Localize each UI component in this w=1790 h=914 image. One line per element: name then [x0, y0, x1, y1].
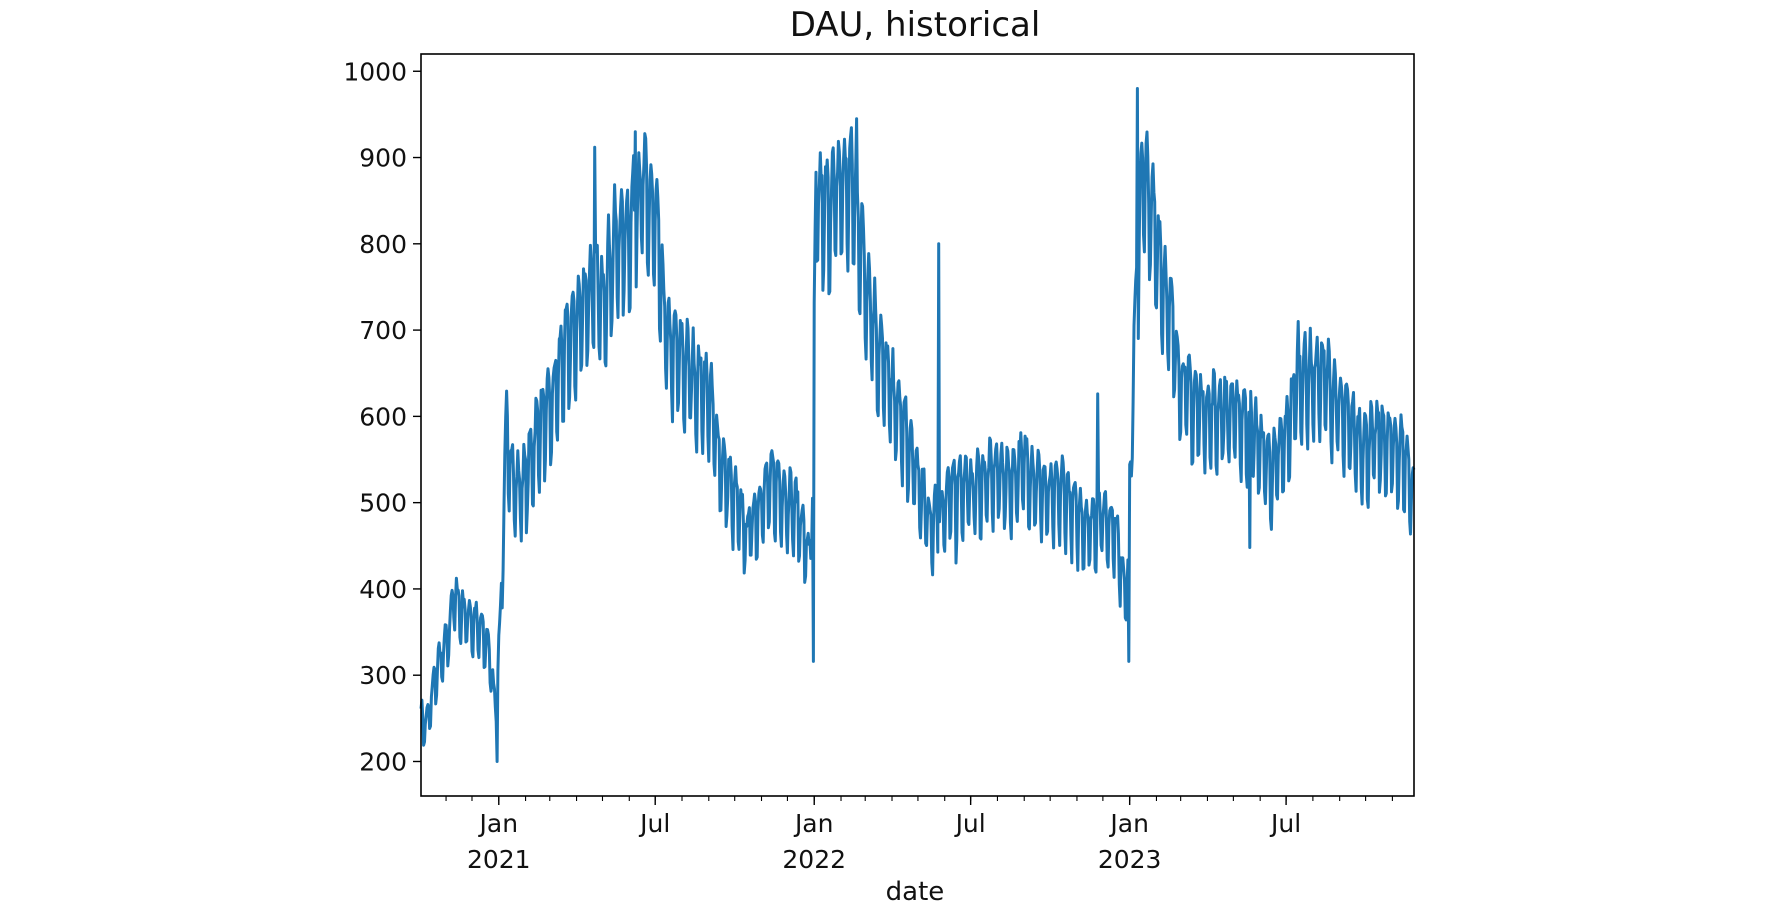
y-tick-label: 900 [359, 144, 407, 173]
y-tick-label: 700 [359, 316, 407, 345]
x-axis: Jan 2021 Jul Jan 2022 Jul Jan 2023 Jul [445, 796, 1393, 874]
x-tick-label: Jan [793, 809, 834, 838]
y-tick-label: 400 [359, 575, 407, 604]
series-line-dau [419, 87, 1416, 763]
x-tick-sublabel: 2023 [1098, 845, 1162, 874]
plot-frame [420, 53, 1415, 797]
x-tick-label: Jul [1269, 809, 1301, 838]
x-tick-sublabel: 2022 [782, 845, 846, 874]
y-tick-label: 1000 [343, 57, 407, 86]
y-tick-label: 300 [359, 661, 407, 690]
y-tick-label: 500 [359, 489, 407, 518]
x-tick-label: Jan [478, 809, 519, 838]
x-tick-label: Jan [1108, 809, 1149, 838]
y-tick-label: 600 [359, 402, 407, 431]
chart-title: DAU, historical [790, 5, 1041, 45]
y-tick-label: 800 [359, 230, 407, 259]
x-tick-label: Jul [954, 809, 986, 838]
y-tick-label: 200 [359, 747, 407, 776]
x-axis-label: date [886, 877, 945, 907]
x-tick-label: Jul [638, 809, 670, 838]
x-tick-sublabel: 2021 [467, 845, 531, 874]
y-axis: 200 300 400 500 600 700 800 900 1000 [343, 57, 421, 776]
plot-area [419, 87, 1416, 763]
